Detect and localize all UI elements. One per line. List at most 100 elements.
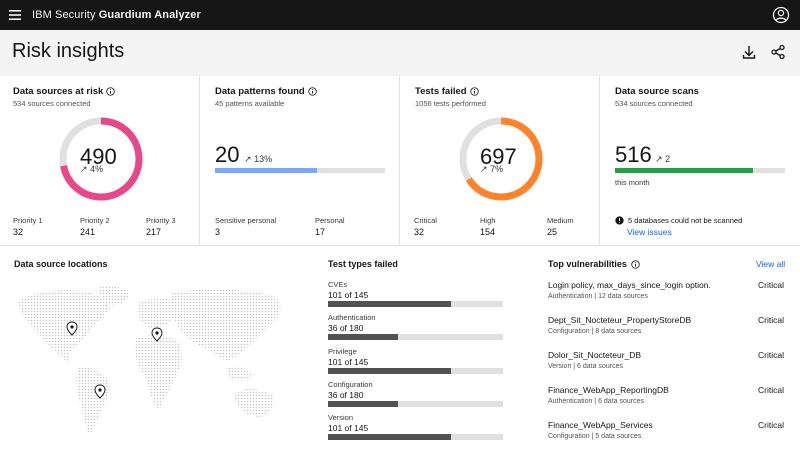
vulnerability-meta: Version | 6 data sources bbox=[548, 363, 623, 370]
kpi-value: 697 bbox=[480, 144, 517, 169]
continent-se-asia bbox=[226, 366, 254, 380]
world-map[interactable] bbox=[12, 283, 292, 443]
view-issues-link[interactable]: View issues bbox=[627, 227, 672, 237]
continent-europe bbox=[137, 298, 176, 328]
test-type-bar-fill bbox=[328, 401, 398, 407]
bar-caption: this month bbox=[615, 178, 650, 187]
vulnerability-meta: Authentication | 12 data sources bbox=[548, 293, 648, 300]
vulnerability-name: Dept_Sit_Nocteteur_PropertyStoreDB bbox=[548, 315, 692, 325]
test-type-bar bbox=[328, 334, 503, 340]
card-subtitle: 534 sources connected bbox=[615, 99, 693, 108]
stat-value: 154 bbox=[480, 227, 496, 237]
scan-warning: 5 databases could not be scanned bbox=[615, 216, 742, 225]
brand-prefix: IBM Security bbox=[32, 9, 96, 21]
map-pin-icon[interactable] bbox=[94, 384, 106, 399]
card-title: Tests failed bbox=[415, 86, 479, 97]
page-title: Risk insights bbox=[12, 40, 125, 62]
share-icon[interactable] bbox=[770, 44, 786, 60]
card-subtitle: 534 sources connected bbox=[13, 99, 91, 108]
card-subtitle: 45 patterns available bbox=[215, 99, 285, 108]
kpi-delta-value: 2 bbox=[665, 154, 671, 164]
info-icon[interactable] bbox=[106, 87, 115, 96]
kpi-delta: ↗ 2 bbox=[655, 154, 670, 165]
stat-value: 17 bbox=[315, 227, 326, 237]
stat-label: Critical bbox=[414, 216, 437, 225]
test-type-value: 101 of 145 bbox=[328, 423, 369, 433]
test-type-label: CVEs bbox=[328, 280, 348, 289]
section-title: Data source locations bbox=[14, 259, 108, 269]
continent-north-america bbox=[18, 290, 110, 363]
card-title: Data patterns found bbox=[215, 86, 317, 97]
donut-fill bbox=[459, 117, 543, 201]
view-all-link[interactable]: View all bbox=[756, 259, 786, 269]
menu-icon bbox=[9, 10, 21, 20]
vulnerability-severity: Critical bbox=[758, 350, 784, 360]
product-name[interactable]: IBM Security Guardium Analyzer bbox=[32, 9, 201, 21]
donut-chart bbox=[459, 117, 543, 201]
vulnerability-name: Dolor_Sit_Nocteteur_DB bbox=[548, 350, 642, 360]
download-icon[interactable] bbox=[741, 44, 757, 60]
vulnerability-severity: Critical bbox=[758, 315, 784, 325]
info-icon[interactable] bbox=[308, 87, 317, 96]
test-type-bar-fill bbox=[328, 434, 451, 440]
stat-value: 32 bbox=[13, 227, 24, 237]
test-type-bar-fill bbox=[328, 301, 451, 307]
card-title-text: Data sources at risk bbox=[13, 86, 104, 97]
continent-australia bbox=[234, 389, 275, 417]
scan-warning-text: 5 databases could not be scanned bbox=[628, 216, 743, 225]
continent-south-america bbox=[76, 366, 110, 435]
map-pin-icon[interactable] bbox=[151, 327, 163, 342]
kpi-value: 20 bbox=[215, 142, 240, 167]
user-avatar-icon[interactable] bbox=[772, 6, 790, 24]
test-type-bar bbox=[328, 401, 503, 407]
test-type-label: Authentication bbox=[328, 313, 376, 322]
data-source-scans-card[interactable]: Data source scans 534 sources connected … bbox=[600, 76, 800, 246]
arrow-up-right-icon: ↗ bbox=[480, 164, 488, 174]
vulnerability-name: Login policy, max_days_since_login optio… bbox=[548, 280, 711, 290]
stat-label: Priority 1 bbox=[13, 216, 43, 225]
info-icon[interactable] bbox=[631, 259, 640, 269]
section-title: Test types failed bbox=[328, 259, 398, 269]
test-type-value: 36 of 180 bbox=[328, 323, 364, 333]
continent-greenland bbox=[99, 286, 130, 306]
stat-value: 217 bbox=[146, 227, 162, 237]
donut-chart bbox=[59, 117, 143, 201]
stat-label: Priority 3 bbox=[146, 216, 176, 225]
progress-bar bbox=[215, 168, 385, 173]
stat-label: Personal bbox=[315, 216, 345, 225]
tests-failed-card[interactable]: Tests failed 1056 tests performed 697 ↗ … bbox=[400, 76, 600, 246]
stat-value: 3 bbox=[215, 227, 221, 237]
card-title: Data sources at risk bbox=[13, 86, 115, 97]
card-title-text: Data source scans bbox=[615, 86, 699, 97]
kpi-value: 490 bbox=[80, 144, 117, 169]
info-icon[interactable] bbox=[469, 87, 479, 96]
kpi-delta-value: 4% bbox=[90, 164, 104, 174]
data-patterns-found-card[interactable]: Data patterns found 45 patterns availabl… bbox=[200, 76, 400, 246]
progress-bar-fill bbox=[615, 168, 753, 173]
vulnerability-severity: Critical bbox=[758, 280, 784, 290]
warning-filled-icon bbox=[615, 216, 624, 225]
page-header: Risk insights bbox=[0, 30, 800, 76]
map-pin-icon[interactable] bbox=[66, 321, 78, 336]
vulnerability-severity: Critical bbox=[758, 385, 784, 395]
hamburger-menu-button[interactable] bbox=[0, 0, 30, 30]
section-title-text: Top vulnerabilities bbox=[548, 259, 627, 269]
card-title: Data source scans bbox=[615, 86, 699, 97]
arrow-up-right-icon: ↗ bbox=[80, 164, 88, 174]
kpi-delta: ↗ 13% bbox=[244, 154, 272, 165]
stat-value: 25 bbox=[547, 227, 558, 237]
stat-label: Medium bbox=[547, 216, 574, 225]
progress-bar bbox=[615, 168, 785, 173]
data-sources-at-risk-card[interactable]: Data sources at risk 534 sources connect… bbox=[0, 76, 200, 246]
progress-bar-fill bbox=[215, 168, 317, 173]
test-type-bar bbox=[328, 301, 503, 307]
test-type-value: 101 of 145 bbox=[328, 357, 369, 367]
test-type-bar bbox=[328, 368, 503, 374]
stat-label: Sensitive personal bbox=[215, 216, 277, 225]
kpi-delta: ↗ 4% bbox=[80, 164, 103, 175]
test-type-bar-fill bbox=[328, 368, 451, 374]
stat-label: Priority 2 bbox=[80, 216, 110, 225]
vulnerability-meta: Configuration | 5 data sources bbox=[548, 433, 642, 440]
card-title-text: Data patterns found bbox=[215, 86, 305, 97]
kpi-delta-value: 7% bbox=[490, 164, 504, 174]
